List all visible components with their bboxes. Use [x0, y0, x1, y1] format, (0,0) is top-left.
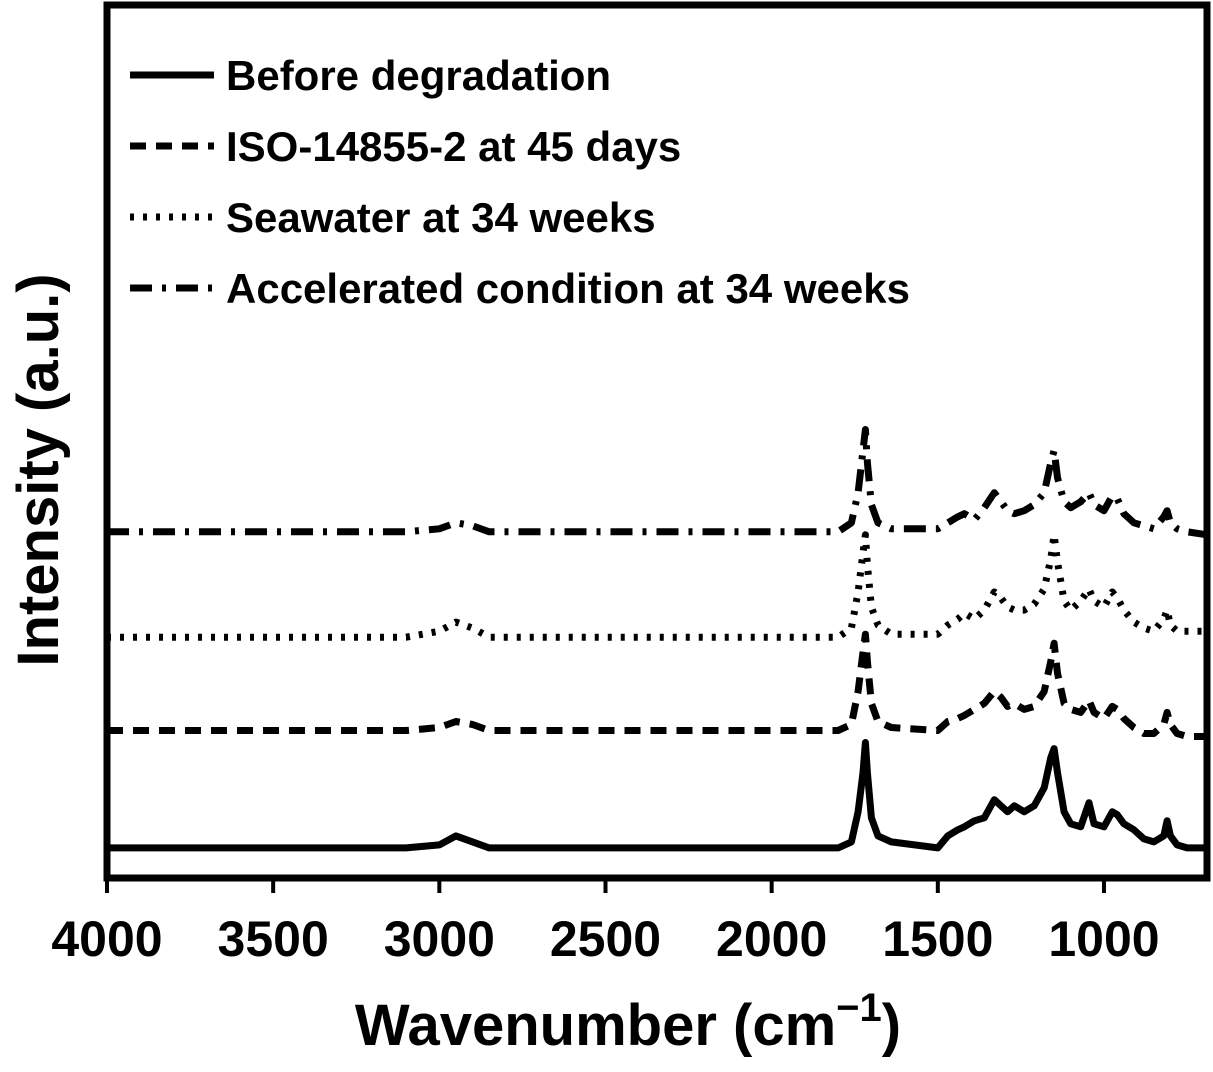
legend-label-1: ISO-14855-2 at 45 days	[226, 123, 681, 170]
legend-label-3: Accelerated condition at 34 weeks	[226, 265, 910, 312]
x-tick-label: 3500	[218, 911, 329, 967]
series-line-0	[107, 739, 1207, 852]
plot-frame	[103, 1, 1211, 882]
x-tick-label: 2000	[716, 911, 827, 967]
x-axis-title-main: Wavenumber (cm	[355, 993, 836, 1058]
x-ticks: 4000 3500 3000 2500 2000 1500 1000	[51, 878, 1160, 967]
x-tick-label: 1500	[882, 911, 993, 967]
x-axis-title: Wavenumber (cm−1)	[355, 986, 901, 1058]
x-tick-label: 4000	[51, 911, 162, 967]
series-line-2	[107, 531, 1207, 641]
legend-label-2: Seawater at 34 weeks	[226, 194, 656, 241]
x-axis-title-sup: −1	[836, 986, 882, 1030]
y-axis-title: Intensity (a.u.)	[6, 273, 71, 666]
legend-label-0: Before degradation	[226, 52, 611, 99]
x-tick-label: 3000	[384, 911, 495, 967]
x-axis-title-close: )	[882, 993, 901, 1058]
series-line-1	[107, 630, 1207, 740]
series-layer	[107, 426, 1208, 852]
x-tick-label: 2500	[550, 911, 661, 967]
series-line-3	[107, 426, 1208, 539]
legend: Before degradation ISO-14855-2 at 45 days…	[130, 52, 910, 312]
x-tick-label: 1000	[1048, 911, 1159, 967]
